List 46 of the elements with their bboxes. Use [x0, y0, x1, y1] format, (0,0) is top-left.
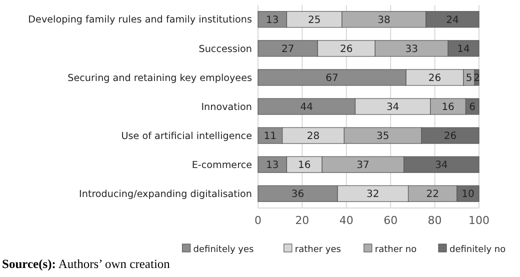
- x-tick-label: 100: [468, 214, 490, 227]
- data-label: 27: [281, 44, 294, 55]
- data-label: 11: [264, 131, 277, 142]
- y-tick-label: Innovation: [201, 102, 252, 113]
- x-tick-label: 20: [295, 214, 310, 227]
- y-tick-label: E-commerce: [192, 160, 252, 171]
- data-label: 37: [356, 160, 370, 172]
- data-label: 13: [266, 14, 279, 26]
- source-note: Source(s): Authors’ own creation: [2, 257, 171, 271]
- y-tick-label: Developing family rules and family institutions: [28, 14, 252, 26]
- legend-label: definitely no: [450, 245, 506, 255]
- x-tick-label: 0: [254, 214, 262, 227]
- data-label: 33: [405, 44, 418, 55]
- legend-label: definitely yes: [193, 245, 254, 255]
- y-tick-label: Introducing/expanding digitalisation: [79, 188, 252, 200]
- y-tick-label: Use of artificial intelligence: [121, 130, 252, 142]
- data-label: 35: [376, 131, 390, 142]
- y-tick-label: Succession: [198, 44, 252, 55]
- data-label: 10: [462, 189, 474, 200]
- data-label: 13: [266, 160, 279, 172]
- data-label: 6: [469, 102, 476, 113]
- data-label: 26: [428, 72, 442, 84]
- legend-label: rather no: [374, 245, 418, 255]
- data-label: 44: [300, 102, 313, 113]
- x-tick-label: 60: [384, 214, 398, 227]
- data-label: 22: [426, 189, 439, 200]
- data-label: 36: [291, 189, 304, 200]
- legend-label: rather yes: [294, 245, 342, 255]
- data-label: 16: [298, 160, 311, 172]
- data-label: 25: [308, 14, 321, 26]
- data-label: 2: [474, 72, 480, 84]
- data-label: 34: [435, 160, 448, 172]
- data-label: 34: [386, 102, 400, 113]
- data-label: 26: [340, 44, 353, 55]
- y-tick-label: Securing and retaining key employees: [68, 72, 252, 84]
- data-label: 67: [326, 72, 338, 84]
- data-label: 16: [442, 102, 454, 113]
- data-label: 28: [306, 131, 320, 142]
- data-label: 26: [444, 131, 457, 142]
- data-label: 14: [457, 44, 470, 55]
- x-tick-label: 80: [428, 214, 442, 227]
- data-label: 5: [466, 72, 472, 84]
- data-label: 24: [446, 14, 459, 26]
- data-label: 32: [366, 189, 380, 200]
- data-label: 38: [378, 14, 390, 26]
- x-tick-label: 40: [339, 214, 354, 227]
